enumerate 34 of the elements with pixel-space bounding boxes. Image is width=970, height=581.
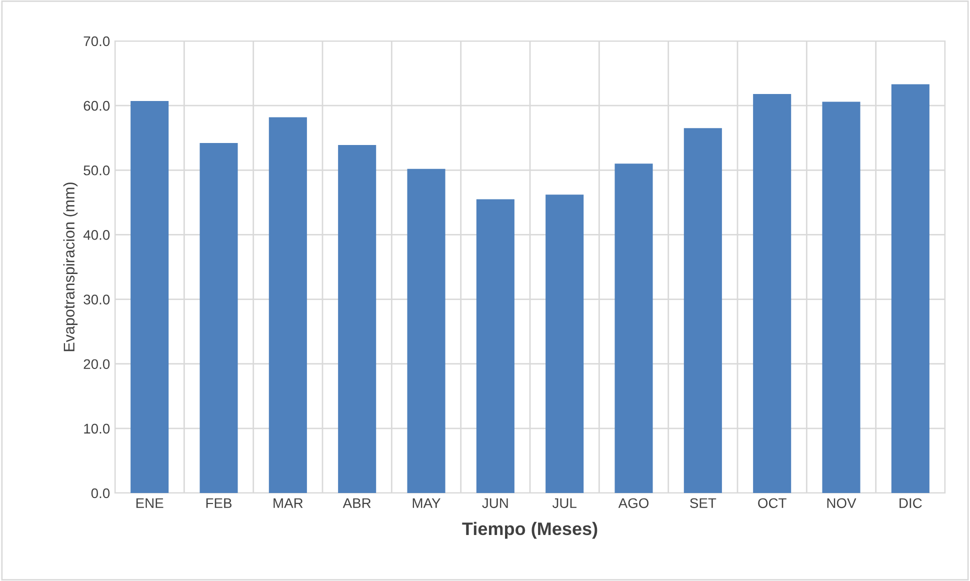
y-tick-label: 20.0 — [84, 359, 110, 370]
x-tick-label: MAR — [274, 498, 303, 508]
bar — [338, 144, 376, 493]
x-tick-label: JUN — [482, 498, 508, 508]
bar — [200, 143, 238, 493]
y-tick-label: 0.0 — [91, 488, 110, 498]
bar — [268, 117, 307, 493]
x-axis-title: Tiempo (Meses) — [462, 522, 598, 539]
bar — [130, 101, 169, 493]
x-tick-label: SET — [690, 498, 716, 508]
y-axis-title: Evapotranspiracion (mm) — [63, 182, 78, 352]
x-tick-label: OCT — [758, 498, 786, 508]
y-tick-label: 40.0 — [83, 230, 110, 240]
y-tick-label: 70.0 — [84, 36, 110, 46]
bar — [407, 168, 446, 493]
x-tick-label: ABR — [342, 498, 371, 508]
x-tick-label: ENE — [136, 498, 164, 508]
bar — [546, 194, 584, 493]
x-tick-label: NOV — [827, 498, 856, 508]
y-tick-label: 10.0 — [84, 424, 110, 434]
bar — [822, 102, 860, 493]
x-tick-label: JUL — [552, 498, 576, 508]
x-tick-label: MAY — [412, 498, 440, 508]
bar — [614, 164, 653, 493]
bar — [684, 128, 722, 493]
bar — [753, 94, 792, 493]
x-tick-label: FEB — [206, 498, 232, 508]
bar — [891, 84, 930, 493]
x-tick-label: AGO — [618, 498, 649, 508]
y-tick-label: 60.0 — [84, 100, 110, 111]
y-tick-label: 50.0 — [84, 165, 110, 176]
y-tick-label: 30.0 — [84, 294, 110, 304]
x-tick-label: DIC — [900, 498, 922, 508]
bar — [476, 199, 514, 493]
